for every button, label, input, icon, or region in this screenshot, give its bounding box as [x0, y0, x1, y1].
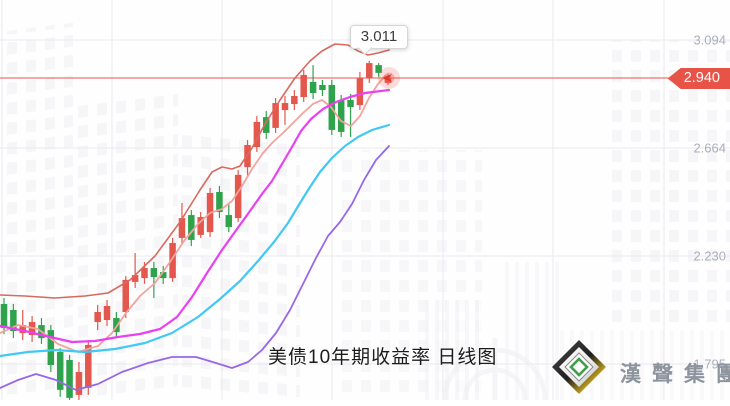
y-axis-tick-label: 2.664: [693, 140, 726, 156]
line-ma_slow: [0, 123, 391, 358]
brand-watermark: 漢聲集團: [550, 336, 730, 398]
overlay-lines: [0, 43, 391, 391]
line-ma_mid: [0, 88, 391, 344]
current-price-tag: 2.940: [667, 68, 730, 89]
peak-value-tooltip: 3.011: [350, 25, 408, 56]
line-ma_fast: [0, 75, 391, 353]
last-price-marker: [378, 67, 400, 89]
chart-title: 美债10年期收益率 日线图: [268, 347, 498, 368]
line-upper_band: [0, 43, 390, 299]
y-axis-tick-label: 3.094: [693, 32, 726, 48]
y-axis-tick-label: 1.795: [693, 356, 726, 372]
brand-logo-diamond-icon: [552, 340, 606, 394]
line-lower_band: [0, 145, 390, 391]
y-axis-tick-label: 2.230: [693, 248, 726, 264]
brand-watermark-text: 漢聲集團: [620, 363, 730, 386]
peak-value-label: 3.011: [360, 28, 398, 45]
